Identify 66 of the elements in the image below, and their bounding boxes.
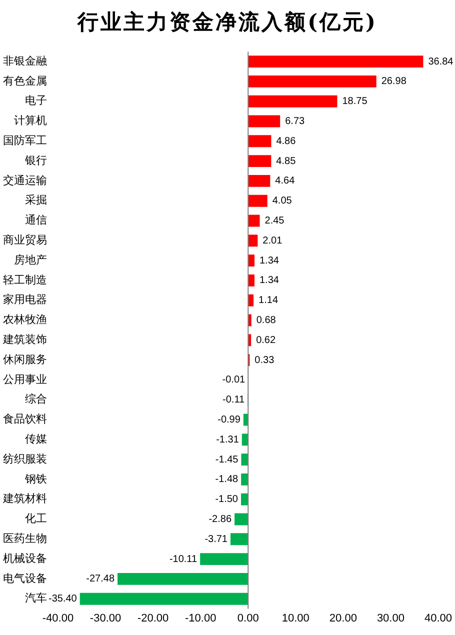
data-label: -1.48 (215, 474, 239, 486)
data-label: -3.71 (204, 534, 228, 545)
y-tick-label: 电气设备 (3, 572, 47, 585)
x-tick-label: -40.00 (42, 612, 74, 624)
y-tick-label: 通信 (25, 214, 47, 227)
data-label: 1.14 (258, 295, 278, 306)
data-label: -35.40 (48, 594, 78, 605)
data-label: 2.01 (262, 235, 283, 246)
data-label: 4.64 (275, 176, 296, 187)
x-tick-label: 40.00 (424, 612, 452, 624)
data-label: 36.84 (428, 56, 454, 68)
x-tick-label: -30.00 (90, 612, 122, 624)
x-tick-label: 20.00 (329, 612, 357, 624)
data-label: -0.11 (222, 394, 246, 406)
x-tick-label: 30.00 (376, 612, 404, 624)
data-label: 4.05 (272, 196, 292, 207)
data-label: 2.45 (264, 216, 285, 226)
y-tick-label: 建筑装饰 (2, 333, 47, 346)
data-label: -10.11 (169, 554, 198, 565)
y-tick-label: 商业贸易 (3, 234, 47, 247)
data-label: -1.45 (215, 454, 239, 466)
y-tick-label: 汽车 (25, 592, 47, 605)
data-label: 4.86 (276, 136, 296, 147)
y-tick-label: 房地产 (14, 253, 47, 266)
x-tick-label: -20.00 (137, 612, 169, 624)
chart-title: 行业主力资金净流入额(亿元) (76, 8, 378, 36)
y-tick-label: 计算机 (14, 114, 47, 128)
data-label: -27.48 (86, 574, 115, 585)
x-tick-label: -10.00 (184, 612, 216, 624)
y-tick-label: 钢铁 (24, 472, 47, 486)
data-label: -1.31 (216, 434, 240, 446)
y-tick-label: 交通运输 (3, 174, 47, 187)
data-label: 1.34 (259, 255, 280, 266)
y-tick-label: 机械设备 (3, 552, 47, 565)
data-label: 26.98 (381, 76, 407, 88)
y-tick-label: 家用电器 (3, 293, 47, 306)
data-label: 4.85 (276, 156, 296, 167)
y-tick-label: 食品饮料 (3, 412, 47, 426)
data-label: 6.73 (285, 116, 306, 127)
data-label: 0.68 (256, 315, 276, 326)
y-tick-label: 休闲服务 (3, 352, 47, 366)
data-label: -0.99 (218, 414, 241, 426)
y-tick-label: 综合 (25, 392, 47, 406)
y-tick-label: 轻工制造 (3, 273, 47, 286)
x-tick-label: 10.00 (282, 612, 310, 624)
data-label: 0.62 (256, 334, 276, 346)
data-label: 0.33 (254, 354, 275, 366)
y-tick-label: 电子 (25, 94, 47, 108)
y-tick-label: 纺织服装 (3, 452, 47, 466)
y-tick-label: 采掘 (25, 194, 47, 207)
y-tick-label: 建筑材料 (2, 492, 47, 506)
data-label: -0.01 (222, 374, 246, 386)
y-tick-label: 银行 (24, 154, 47, 167)
data-label: -2.86 (208, 514, 232, 525)
y-tick-label: 非银金融 (3, 54, 47, 68)
y-tick-label: 农林牧渔 (3, 313, 47, 326)
y-tick-label: 国防军工 (3, 134, 47, 148)
y-tick-label: 医药生物 (3, 532, 47, 546)
y-tick-label: 传媒 (25, 432, 47, 446)
y-tick-label: 公用事业 (3, 372, 47, 386)
data-label: -1.50 (215, 494, 238, 506)
data-label: 1.34 (259, 275, 280, 286)
x-tick-label: 0.00 (237, 612, 259, 624)
y-tick-label: 有色金属 (3, 74, 47, 88)
data-label: 18.75 (342, 96, 368, 108)
y-tick-label: 化工 (25, 512, 47, 526)
